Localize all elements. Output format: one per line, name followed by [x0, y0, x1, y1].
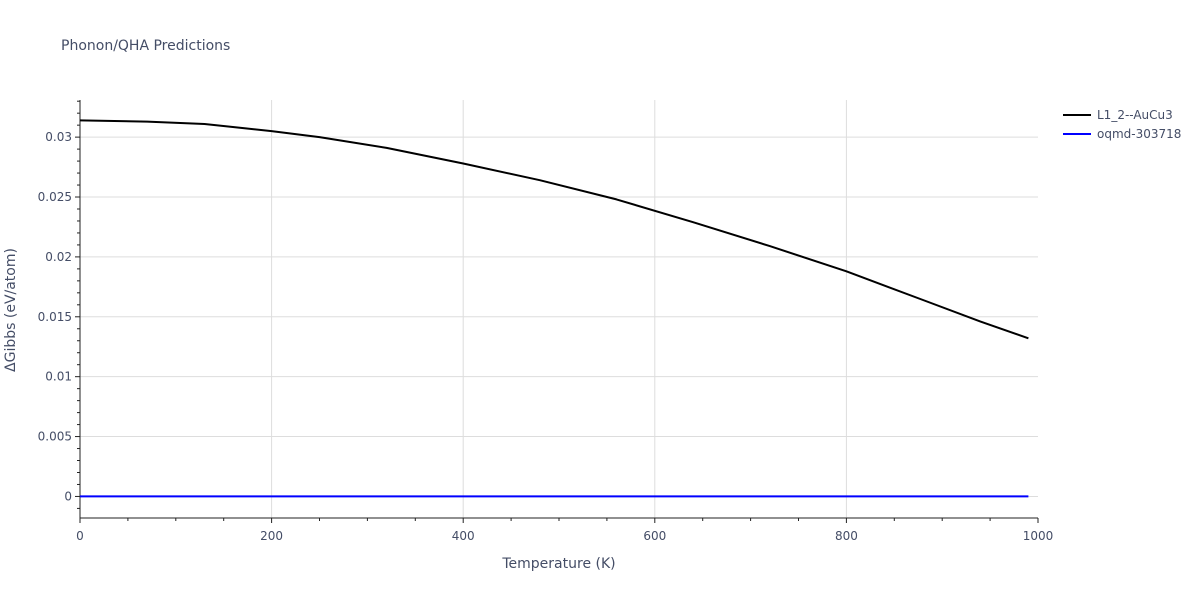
y-tick-label: 0.015 — [38, 310, 72, 324]
chart-title: Phonon/QHA Predictions — [61, 38, 230, 54]
y-axis-title: ΔGibbs (eV/atom) — [3, 248, 19, 372]
legend-label: oqmd-303718 — [1097, 127, 1181, 141]
x-tick-label: 400 — [452, 529, 475, 543]
x-tick-label: 800 — [835, 529, 858, 543]
y-tick-label: 0.005 — [38, 430, 72, 444]
legend[interactable]: L1_2--AuCu3 oqmd-303718 — [1063, 108, 1181, 141]
y-tick-label: 0.03 — [45, 130, 72, 144]
series-line-0 — [79, 119, 1029, 340]
x-tick-label: 600 — [643, 529, 666, 543]
legend-item-1[interactable]: oqmd-303718 — [1063, 127, 1181, 141]
axes: 0 200 400 600 800 1000 0 0.005 0.01 0.015 0.02 0.02… — [38, 100, 1054, 543]
y-tick-label: 0.02 — [45, 250, 72, 264]
plot-area — [79, 119, 1029, 498]
legend-label: L1_2--AuCu3 — [1097, 108, 1173, 122]
x-tick-label: 200 — [260, 529, 283, 543]
legend-item-0[interactable]: L1_2--AuCu3 — [1063, 108, 1173, 122]
y-tick-label: 0.01 — [45, 370, 72, 384]
y-tick-label: 0.025 — [38, 190, 72, 204]
y-tick-label: 0 — [64, 489, 72, 503]
x-tick-label: 0 — [76, 529, 84, 543]
x-tick-label: 1000 — [1023, 529, 1054, 543]
x-axis-title: Temperature (K) — [501, 556, 615, 572]
grid — [80, 100, 1038, 518]
